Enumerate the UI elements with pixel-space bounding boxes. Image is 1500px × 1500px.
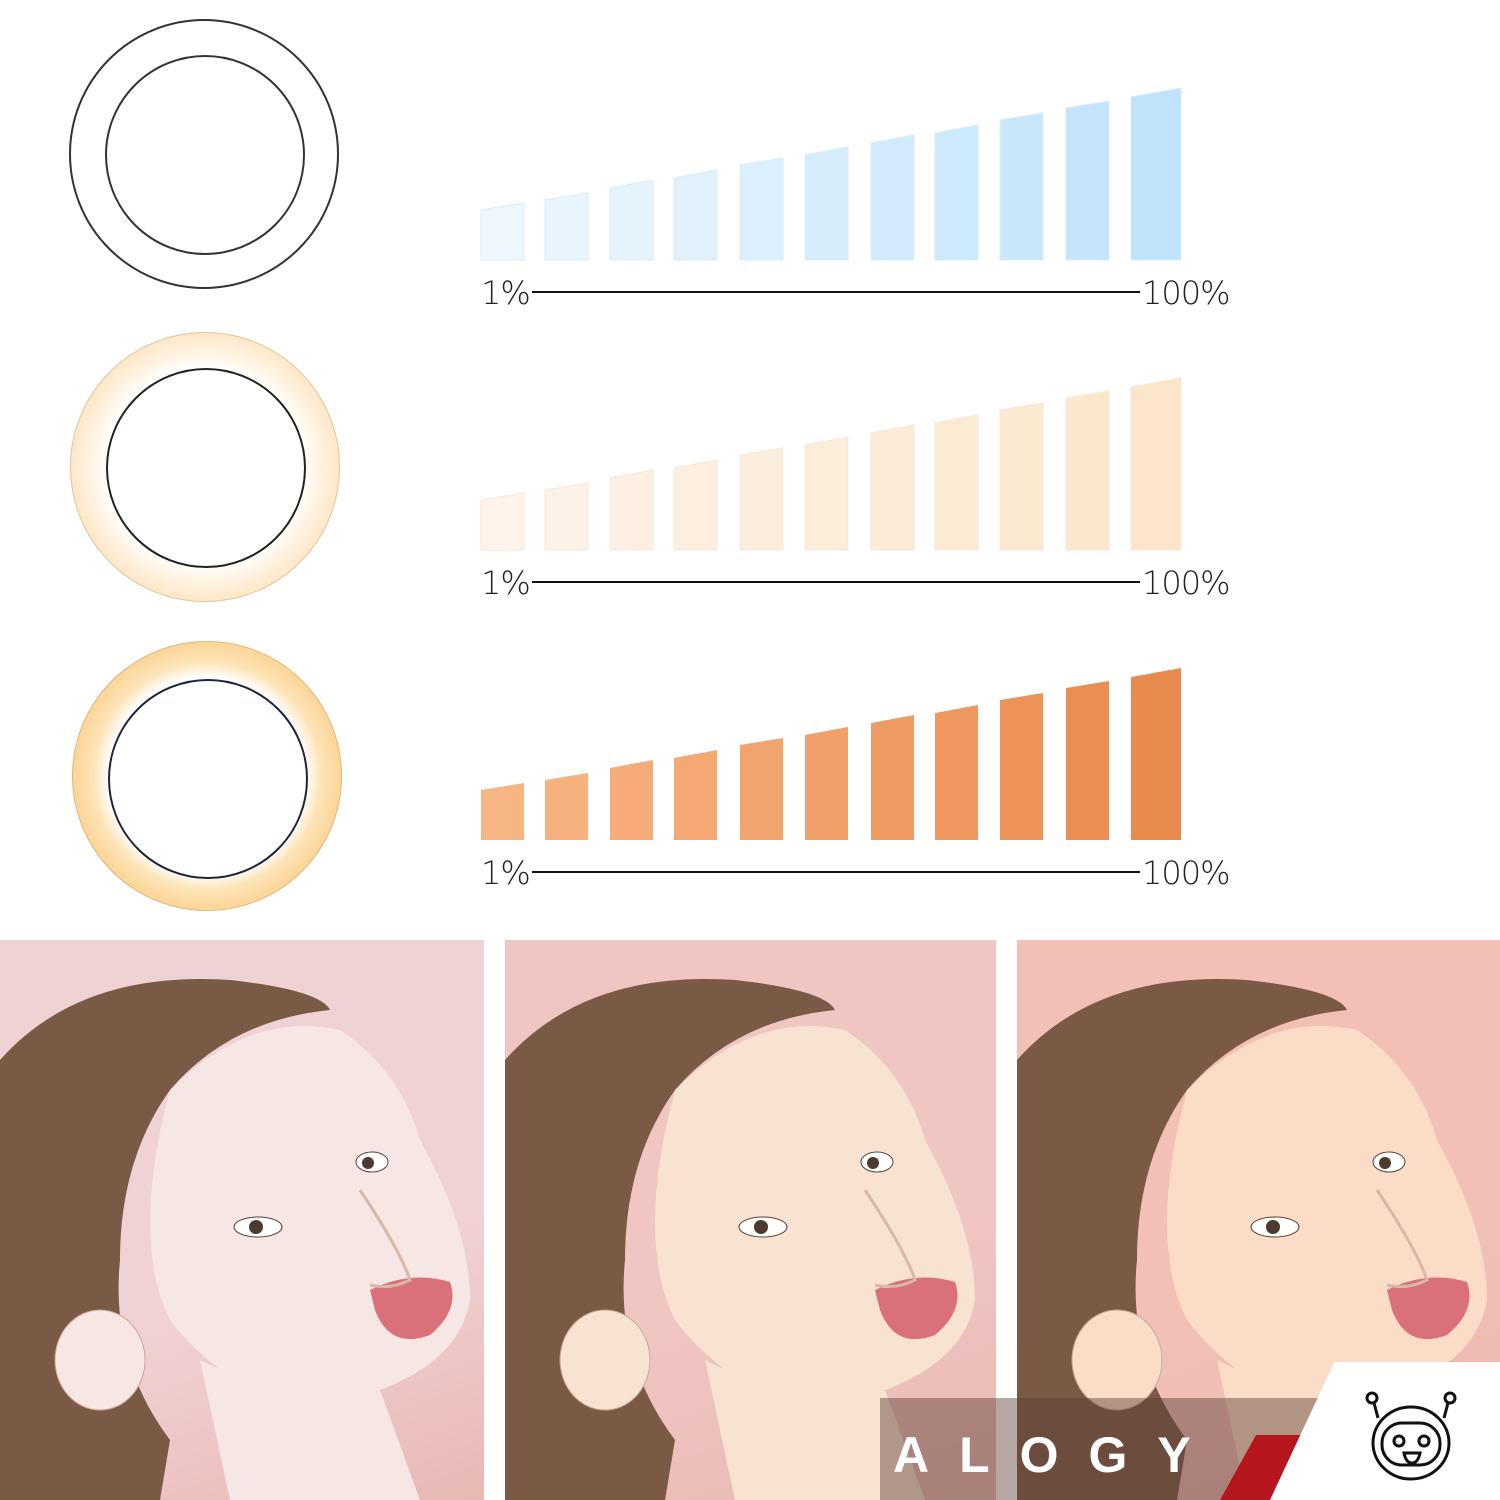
brand-logo: ALOGY (893, 1427, 1221, 1483)
brightness-bar (480, 202, 525, 261)
photo-neutral (505, 940, 996, 1500)
ear (54, 1309, 146, 1411)
nose (1375, 1189, 1429, 1289)
scale-line (532, 871, 1140, 873)
face (150, 1026, 470, 1400)
brightness-bar (805, 727, 848, 840)
ring-light-neutral (70, 332, 340, 602)
brightness-bar (673, 459, 718, 551)
brightness-bar (481, 783, 524, 840)
neck (705, 1360, 925, 1500)
brightness-bar (1130, 87, 1182, 261)
scale-line (532, 581, 1140, 583)
brightness-bar (740, 738, 783, 840)
photo-cool (0, 940, 484, 1500)
face (1167, 1026, 1487, 1400)
ear (1071, 1309, 1163, 1411)
brightness-bar (999, 402, 1044, 551)
brightness-bar (934, 414, 979, 551)
brightness-bar (673, 169, 718, 261)
brightness-bar (935, 705, 978, 840)
max-brightness-label: 100% (1142, 274, 1230, 312)
max-brightness-label: 100% (1142, 854, 1230, 892)
brightness-bar (545, 773, 588, 840)
brightness-scale-warm: 1% 100% (470, 580, 1250, 892)
brightness-scale-cool: 1% 100% (470, 0, 1250, 312)
nose (863, 1189, 917, 1289)
lips (370, 1277, 453, 1340)
ear (559, 1309, 651, 1411)
brightness-bar (1130, 377, 1182, 551)
lips (875, 1277, 958, 1340)
brightness-scale-neutral: 1% 100% (470, 290, 1250, 602)
brightness-bar (610, 760, 653, 840)
brightness-bar (804, 146, 849, 261)
brightness-bar (870, 134, 915, 261)
brightness-bar (739, 447, 784, 551)
photo-warm (1017, 940, 1500, 1500)
brightness-bar (674, 750, 717, 840)
neck (200, 1360, 420, 1500)
brightness-bar (1065, 100, 1110, 261)
robot-mascot-icon (1365, 1391, 1457, 1481)
brightness-bar (480, 492, 525, 551)
scale-line (532, 291, 1140, 293)
min-brightness-label: 1% (481, 274, 531, 312)
brightness-bar (999, 112, 1044, 261)
brightness-bar (739, 157, 784, 261)
brightness-bar (1066, 681, 1109, 840)
brightness-bar (870, 424, 915, 551)
brightness-bar (609, 469, 654, 551)
nose (358, 1189, 412, 1289)
brightness-bar (1000, 693, 1043, 840)
brightness-bar (1065, 390, 1110, 551)
ring-light-off (69, 19, 339, 289)
brightness-bar (1131, 668, 1181, 840)
lips (1387, 1277, 1470, 1340)
max-brightness-label: 100% (1142, 564, 1230, 602)
brightness-bar (934, 124, 979, 261)
brightness-bar (804, 436, 849, 551)
face (655, 1026, 975, 1400)
brightness-bar (609, 179, 654, 261)
min-brightness-label: 1% (481, 564, 531, 602)
brightness-bar (544, 192, 589, 261)
brightness-bar (871, 715, 914, 840)
min-brightness-label: 1% (481, 854, 531, 892)
ring-light-warm (72, 641, 342, 911)
brightness-bar (544, 482, 589, 551)
